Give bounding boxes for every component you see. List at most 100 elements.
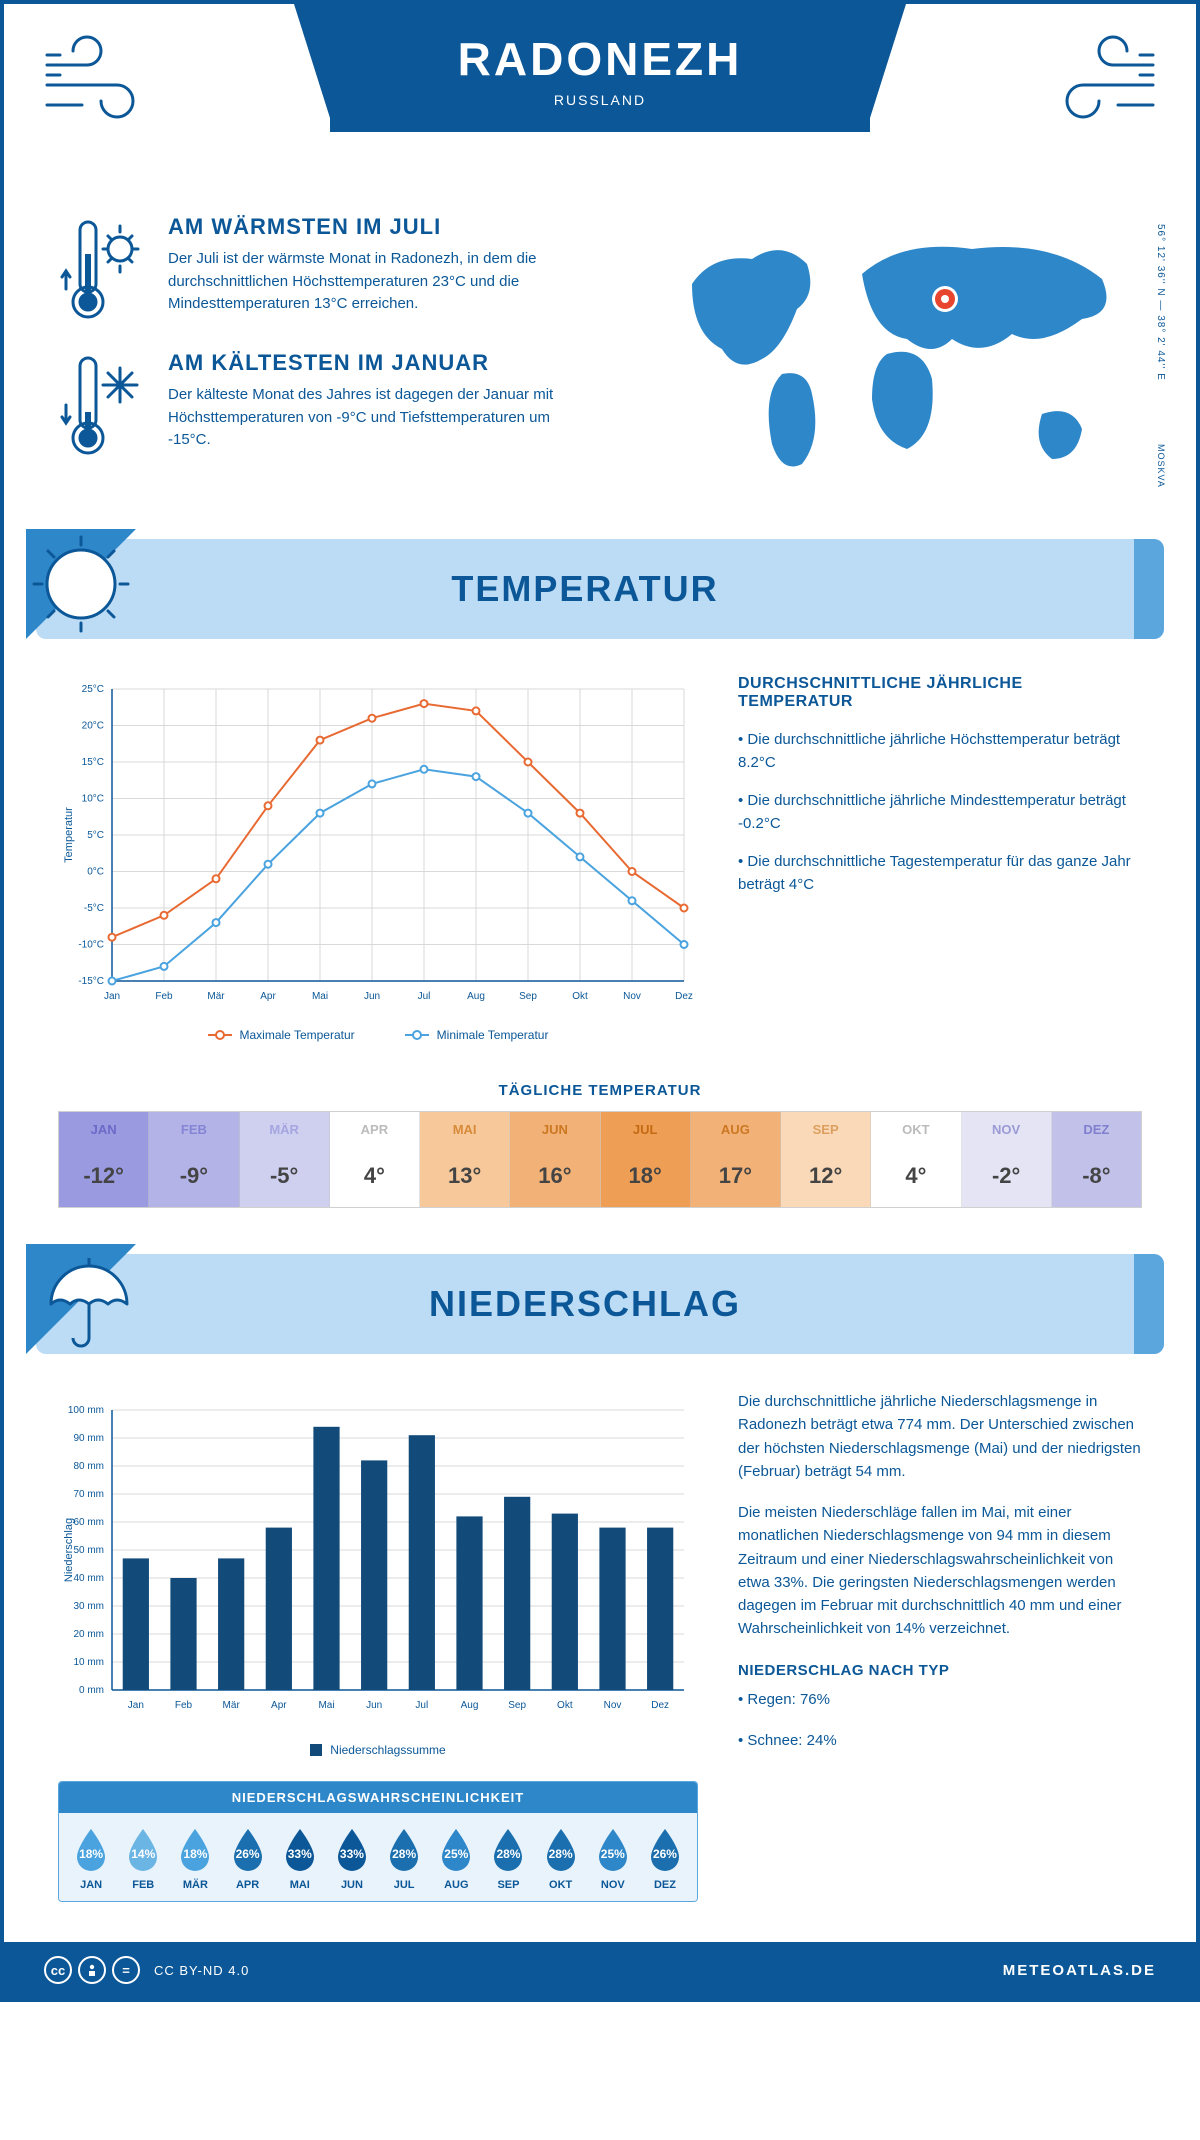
- daily-month-label: APR: [330, 1112, 419, 1147]
- svg-text:Mär: Mär: [223, 1700, 241, 1711]
- svg-text:Aug: Aug: [461, 1700, 479, 1711]
- svg-text:Dez: Dez: [651, 1700, 669, 1711]
- daily-temp-value: 12°: [781, 1147, 870, 1207]
- svg-text:60 mm: 60 mm: [73, 1517, 104, 1528]
- temperature-title: TEMPERATUR: [36, 568, 1134, 610]
- wind-icon-left: [42, 30, 162, 130]
- daily-temp-value: -9°: [149, 1147, 238, 1207]
- svg-text:Jun: Jun: [364, 991, 380, 1002]
- prob-cell: 28%SEP: [482, 1827, 534, 1891]
- region-label: MOSKVA: [1156, 444, 1166, 488]
- temp-bullet-0: • Die durchschnittliche jährliche Höchst…: [738, 729, 1142, 774]
- prob-cell: 26% APR: [222, 1827, 274, 1891]
- svg-text:Jul: Jul: [418, 991, 431, 1002]
- daily-month-label: JAN: [59, 1112, 148, 1147]
- temperature-info-title: DURCHSCHNITTLICHE JÄHRLICHE TEMPERATUR: [738, 675, 1142, 711]
- svg-text:10°C: 10°C: [82, 794, 104, 805]
- wind-icon-right: [1038, 30, 1158, 130]
- prob-cell: 28%JUL: [378, 1827, 430, 1891]
- coldest-text: Der kälteste Monat des Jahres ist dagege…: [168, 384, 588, 452]
- svg-text:25°C: 25°C: [82, 684, 104, 695]
- precip-para-2: Die meisten Niederschläge fallen im Mai,…: [738, 1501, 1142, 1641]
- daily-cell: JUN16°: [510, 1112, 600, 1207]
- title-ribbon: RADONEZH RUSSLAND: [330, 4, 870, 132]
- daily-cell: AUG17°: [691, 1112, 781, 1207]
- svg-text:Nov: Nov: [604, 1700, 622, 1711]
- prob-month-label: NOV: [587, 1879, 639, 1891]
- prob-cell: 14% FEB: [117, 1827, 169, 1891]
- svg-text:0°C: 0°C: [87, 867, 104, 878]
- legend-swatch-max: [208, 1034, 232, 1036]
- svg-text:20°C: 20°C: [82, 721, 104, 732]
- svg-text:-10°C: -10°C: [78, 940, 104, 951]
- legend-min-label: Minimale Temperatur: [437, 1028, 549, 1042]
- precip-type-0: • Regen: 76%: [738, 1688, 1142, 1711]
- probability-row: 18%JAN14% FEB18%MÄR26% APR 33% MAI33%JUN28%J…: [59, 1813, 697, 1901]
- daily-month-label: JUL: [601, 1112, 690, 1147]
- svg-text:Jul: Jul: [415, 1700, 428, 1711]
- daily-cell: APR4°: [330, 1112, 420, 1207]
- header: RADONEZH RUSSLAND: [4, 4, 1196, 204]
- daily-cell: JAN-12°: [59, 1112, 149, 1207]
- svg-text:Okt: Okt: [557, 1700, 573, 1711]
- temperature-banner: TEMPERATUR: [36, 539, 1164, 639]
- prob-month-label: MAI: [274, 1879, 326, 1891]
- warmest-title: AM WÄRMSTEN IM JULI: [168, 214, 588, 240]
- precip-bar-chart: 0 mm10 mm20 mm30 mm40 mm50 mm60 mm70 mm8…: [58, 1390, 698, 1730]
- daily-month-label: AUG: [691, 1112, 780, 1147]
- sun-icon: [26, 529, 156, 659]
- daily-month-label: NOV: [962, 1112, 1051, 1147]
- svg-text:100 mm: 100 mm: [68, 1405, 104, 1416]
- svg-text:Apr: Apr: [271, 1700, 287, 1711]
- daily-temp-value: 18°: [601, 1147, 690, 1207]
- temperature-body: -15°C-10°C-5°C0°C5°C10°C15°C20°C25°CJanF…: [4, 639, 1196, 1052]
- svg-text:Apr: Apr: [260, 991, 276, 1002]
- svg-text:Jan: Jan: [104, 991, 120, 1002]
- svg-text:Jan: Jan: [128, 1700, 144, 1711]
- temp-bullet-2: • Die durchschnittliche Tagestemperatur …: [738, 851, 1142, 896]
- raindrop-icon: 25%: [594, 1827, 632, 1873]
- prob-month-label: APR: [222, 1879, 274, 1891]
- cc-nd-icon: =: [112, 1956, 140, 1984]
- raindrop-icon: 33%: [281, 1827, 319, 1873]
- raindrop-icon: 14%: [124, 1827, 162, 1873]
- svg-text:90 mm: 90 mm: [73, 1433, 104, 1444]
- banner-accent: [1134, 539, 1164, 639]
- daily-temp-value: 16°: [510, 1147, 599, 1207]
- precip-chart-wrap: 0 mm10 mm20 mm30 mm40 mm50 mm60 mm70 mm8…: [58, 1390, 698, 1902]
- svg-text:Sep: Sep: [508, 1700, 526, 1711]
- page-subtitle: RUSSLAND: [330, 92, 870, 108]
- daily-cell: FEB-9°: [149, 1112, 239, 1207]
- prob-cell: 18%JAN: [65, 1827, 117, 1891]
- prob-month-label: SEP: [482, 1879, 534, 1891]
- daily-temp-value: -12°: [59, 1147, 148, 1207]
- prob-cell: 33%JUN: [326, 1827, 378, 1891]
- prob-cell: 18%MÄR: [169, 1827, 221, 1891]
- raindrop-icon: 33%: [333, 1827, 371, 1873]
- cc-icon: cc: [44, 1956, 72, 1984]
- precip-body: 0 mm10 mm20 mm30 mm40 mm50 mm60 mm70 mm8…: [4, 1354, 1196, 1912]
- map-panel: 56° 12' 36'' N — 38° 2' 44'' E MOSKVA: [662, 214, 1142, 499]
- footer-license: CC BY-ND 4.0: [154, 1963, 249, 1978]
- svg-text:50 mm: 50 mm: [73, 1545, 104, 1556]
- legend-max: Maximale Temperatur: [208, 1028, 355, 1042]
- svg-text:Feb: Feb: [155, 991, 173, 1002]
- raindrop-icon: 26%: [229, 1827, 267, 1873]
- prob-month-label: MÄR: [169, 1879, 221, 1891]
- daily-month-label: MAI: [420, 1112, 509, 1147]
- svg-text:40 mm: 40 mm: [73, 1573, 104, 1584]
- precip-legend: Niederschlagssumme: [58, 1743, 698, 1757]
- probability-title: NIEDERSCHLAGSWAHRSCHEINLICHKEIT: [59, 1782, 697, 1813]
- daily-cell: MÄR-5°: [240, 1112, 330, 1207]
- prob-cell: 26%DEZ: [639, 1827, 691, 1891]
- prob-cell: 33% MAI: [274, 1827, 326, 1891]
- precip-banner: NIEDERSCHLAG: [36, 1254, 1164, 1354]
- daily-cell: OKT4°: [871, 1112, 961, 1207]
- temperature-line-chart: -15°C-10°C-5°C0°C5°C10°C15°C20°C25°CJanF…: [58, 675, 698, 1015]
- warmest-fact: AM WÄRMSTEN IM JULI Der Juli ist der wär…: [58, 214, 632, 324]
- prob-month-label: FEB: [117, 1879, 169, 1891]
- umbrella-icon: [26, 1244, 156, 1374]
- svg-text:10 mm: 10 mm: [73, 1657, 104, 1668]
- svg-text:5°C: 5°C: [87, 830, 104, 841]
- daily-cell: SEP12°: [781, 1112, 871, 1207]
